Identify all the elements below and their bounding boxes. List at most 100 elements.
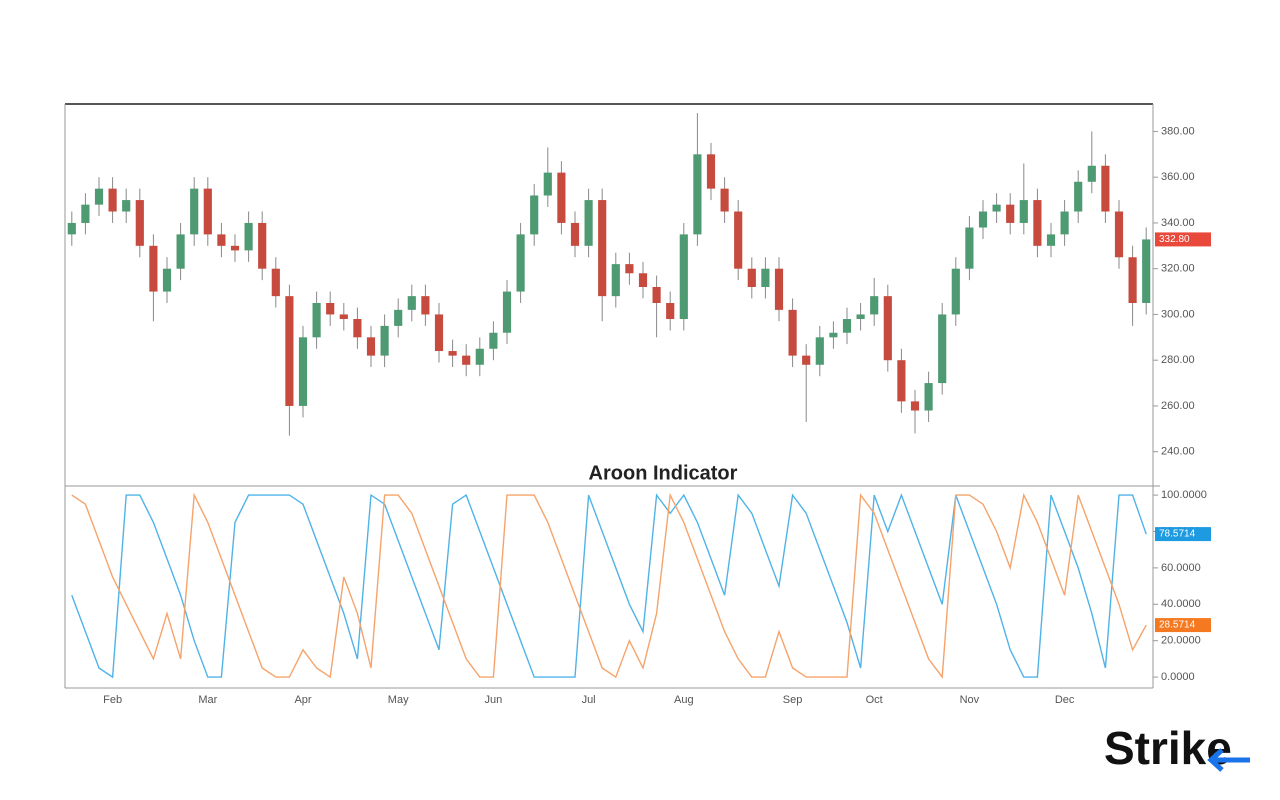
end-label-box	[1155, 232, 1211, 247]
x-tick-label: Jul	[582, 694, 596, 706]
candle-body	[108, 188, 117, 212]
candle-body	[176, 234, 185, 269]
candle-body	[938, 314, 947, 384]
candle-body	[1033, 200, 1042, 246]
candle-body	[162, 268, 172, 292]
y-tick-label: 60.0000	[1161, 562, 1201, 574]
candle-body	[625, 264, 634, 274]
candle-body	[802, 355, 811, 365]
candle-body	[924, 383, 933, 411]
candle-body	[679, 234, 688, 320]
y-tick-label: 280.00	[1161, 354, 1195, 366]
y-tick-label: 300.00	[1161, 308, 1195, 320]
candle-body	[230, 245, 240, 251]
candle-body	[992, 204, 1001, 212]
candle-body	[978, 211, 988, 228]
candle-body	[706, 154, 716, 189]
candle-body	[747, 268, 756, 287]
candle-body	[1128, 257, 1137, 304]
y-tick-label: 360.00	[1161, 171, 1195, 183]
candle-body	[1114, 211, 1124, 258]
candle-body	[81, 204, 90, 223]
y-tick-label: 40.0000	[1161, 598, 1201, 610]
aroon-line	[71, 493, 1147, 679]
candle-body	[489, 332, 498, 349]
candle-body	[856, 314, 865, 320]
x-tick-label: Aug	[674, 694, 694, 706]
candle-body	[842, 319, 852, 333]
candle-body	[217, 234, 226, 246]
candle-body	[135, 200, 144, 246]
candle-body	[570, 222, 580, 246]
candle-body	[285, 296, 294, 406]
y-tick-label: 340.00	[1161, 217, 1195, 229]
candle-body	[407, 296, 416, 310]
candle-body	[666, 303, 675, 320]
candle-body	[366, 337, 376, 356]
logo: Strike	[1104, 722, 1232, 774]
x-tick-label: Jun	[485, 694, 503, 706]
aroon-line	[71, 492, 1147, 680]
candle-body	[312, 303, 321, 338]
candle-body	[1087, 165, 1096, 182]
candle-body	[910, 401, 920, 411]
x-tick-label: Nov	[960, 694, 980, 706]
x-tick-label: Oct	[866, 694, 883, 706]
x-tick-label: Sep	[783, 694, 803, 706]
end-label: 28.5714	[1159, 620, 1196, 631]
candle-body	[339, 314, 348, 320]
end-label-box	[1155, 618, 1211, 633]
candle-body	[421, 296, 430, 315]
candle-body	[298, 337, 308, 406]
candle-body	[326, 303, 335, 315]
candle-body	[611, 264, 620, 297]
candle-body	[652, 286, 661, 304]
candle-body	[353, 319, 362, 338]
y-tick-label: 0.0000	[1161, 671, 1195, 683]
candle-body	[598, 200, 607, 297]
candle-body	[1101, 165, 1110, 212]
candle-body	[1060, 211, 1069, 235]
candle-body	[951, 268, 960, 315]
candle-body	[1046, 234, 1056, 246]
candle-body	[1006, 204, 1015, 223]
candle-body	[734, 211, 743, 269]
candle-body	[434, 314, 444, 352]
candle-body	[244, 222, 253, 251]
indicator-title: Aroon Indicator	[589, 462, 738, 484]
candle-body	[258, 222, 267, 269]
y-tick-label: 240.00	[1161, 446, 1195, 458]
candle-body	[271, 268, 280, 297]
candle-body	[720, 188, 729, 212]
end-label: 332.80	[1159, 234, 1190, 245]
y-tick-label: 320.00	[1161, 263, 1195, 275]
candle-body	[475, 348, 484, 365]
candle-body	[462, 355, 471, 365]
candle-body	[897, 360, 906, 402]
candle-body	[638, 273, 648, 287]
candle-body	[530, 195, 539, 235]
candle-body	[1074, 181, 1083, 212]
candle-body	[557, 172, 566, 223]
candle-body	[788, 309, 797, 356]
candle-body	[774, 268, 784, 310]
candle-body	[122, 200, 131, 212]
candle-body	[516, 234, 525, 292]
x-tick-label: Mar	[198, 694, 217, 706]
x-tick-label: Feb	[103, 694, 122, 706]
candle-body	[190, 188, 199, 235]
end-label-box	[1155, 527, 1211, 542]
candle-body	[693, 154, 702, 235]
candle-body	[394, 309, 403, 326]
candle-body	[1019, 200, 1028, 223]
candle-body	[448, 351, 457, 356]
logo-arrow	[1207, 748, 1250, 772]
y-tick-label: 20.0000	[1161, 635, 1201, 647]
candle-body	[203, 188, 212, 235]
y-tick-label: 260.00	[1161, 400, 1195, 412]
candle-body	[584, 200, 593, 246]
candle-body	[149, 245, 158, 292]
y-tick-label: 100.0000	[1161, 489, 1207, 501]
x-tick-label: May	[388, 694, 409, 706]
